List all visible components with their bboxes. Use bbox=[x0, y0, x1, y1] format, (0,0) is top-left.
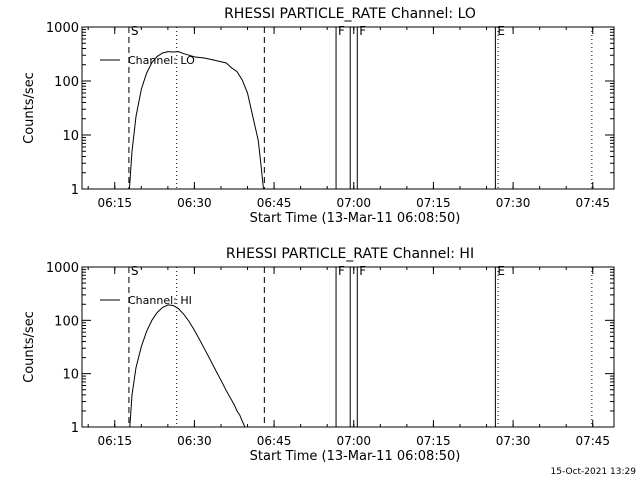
x-tick-label: 07:45 bbox=[575, 196, 610, 210]
y-tick-label: 1000 bbox=[46, 261, 79, 276]
y-tick-label: 100 bbox=[54, 75, 79, 90]
y-ticks: 1 10 100 1000 bbox=[46, 261, 614, 436]
marker-label: F bbox=[359, 264, 366, 278]
x-tick-label: 07:00 bbox=[336, 434, 371, 448]
chart-title: RHESSI PARTICLE_RATE Channel: LO bbox=[224, 6, 476, 22]
marker-label: S bbox=[131, 24, 139, 38]
y-axis-label: Counts/sec bbox=[22, 72, 37, 144]
x-tick-label: 07:30 bbox=[496, 196, 531, 210]
marker-label: E bbox=[497, 264, 505, 278]
x-tick-label: 06:30 bbox=[177, 434, 212, 448]
y-ticks: 1 10 100 1000 bbox=[46, 21, 614, 198]
y-tick-label: 1 bbox=[71, 421, 79, 436]
x-tick-label: 06:15 bbox=[97, 196, 132, 210]
y-tick-label: 100 bbox=[54, 314, 79, 329]
legend: Channel: LO bbox=[100, 54, 195, 67]
x-tick-label: 06:45 bbox=[257, 196, 292, 210]
y-tick-label: 10 bbox=[62, 129, 79, 144]
y-tick-label: 1000 bbox=[46, 21, 79, 36]
x-axis-label: Start Time (13-Mar-11 06:08:50) bbox=[250, 449, 461, 464]
x-ticks: 06:15 06:30 06:45 07:00 07:15 07:30 07:45 bbox=[87, 267, 610, 448]
x-tick-label: 07:45 bbox=[575, 434, 610, 448]
x-tick-label: 07:15 bbox=[416, 434, 451, 448]
marker-label: F bbox=[338, 24, 345, 38]
plot-frame bbox=[81, 26, 615, 190]
series-line-1 bbox=[129, 304, 246, 428]
legend-entry: Channel: HI bbox=[128, 294, 192, 307]
legend: Channel: HI bbox=[100, 294, 192, 307]
x-tick-label: 07:15 bbox=[416, 196, 451, 210]
y-axis-label: Counts/sec bbox=[22, 311, 37, 383]
x-tick-label: 06:15 bbox=[97, 434, 132, 448]
footer-timestamp: 15-Oct-2021 13:29 bbox=[551, 467, 637, 477]
marker-label: F bbox=[338, 264, 345, 278]
chart-title: RHESSI PARTICLE_RATE Channel: HI bbox=[226, 246, 474, 262]
x-tick-label: 06:45 bbox=[257, 434, 292, 448]
x-tick-label: 07:30 bbox=[496, 434, 531, 448]
x-tick-label: 07:00 bbox=[336, 196, 371, 210]
series-line-1 bbox=[128, 51, 264, 190]
x-ticks: 06:15 06:30 06:45 07:00 07:15 07:30 07:45 bbox=[87, 27, 610, 210]
marker-label: F bbox=[359, 24, 366, 38]
x-axis-label: Start Time (13-Mar-11 06:08:50) bbox=[250, 211, 461, 226]
y-tick-label: 10 bbox=[62, 368, 79, 383]
plot-frame bbox=[81, 266, 615, 428]
legend-entry: Channel: LO bbox=[128, 54, 195, 67]
x-tick-label: 06:30 bbox=[177, 196, 212, 210]
y-tick-label: 1 bbox=[71, 183, 79, 198]
marker-label: S bbox=[131, 264, 139, 278]
marker-label: E bbox=[497, 24, 505, 38]
